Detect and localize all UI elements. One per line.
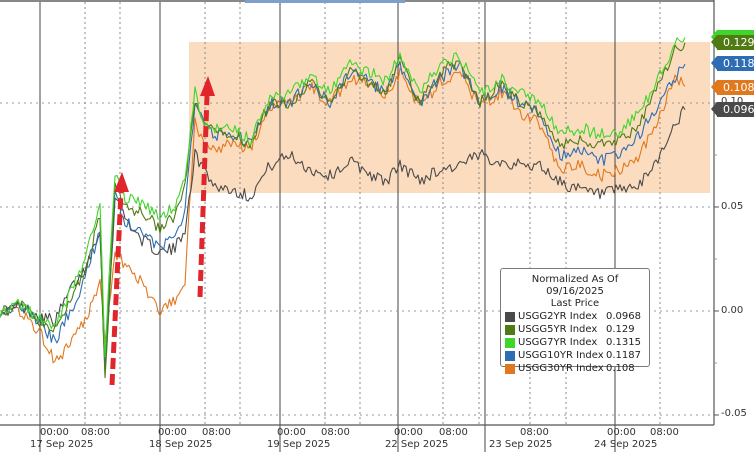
x-time-label: 08:00 (439, 427, 468, 438)
x-date-label: 17 Sep 2025 (30, 439, 94, 450)
y-tick-label: -0.05 (721, 408, 747, 419)
last-value-tag: 0.129 (711, 35, 754, 50)
legend-swatch (505, 350, 515, 361)
legend-row: USGG2YR Index 0.0968 (505, 310, 645, 323)
chart-legend: Normalized As Of 09/16/2025 Last Price U… (500, 268, 650, 374)
y-tick-label: 0.00 (721, 305, 744, 316)
x-time-label: 08:00 (81, 427, 110, 438)
legend-subtitle: Last Price (550, 298, 600, 309)
x-time-label: 08:00 (321, 427, 350, 438)
legend-swatch (505, 311, 515, 322)
x-time-label: 00:00 (40, 427, 69, 438)
arrow-annotations (109, 76, 215, 386)
x-time-label: 00:00 (394, 427, 423, 438)
last-value-tag: 0.1187 (711, 56, 754, 71)
x-time-label: 08:00 (520, 427, 549, 438)
x-date-label: 22 Sep 2025 (385, 439, 449, 450)
y-tick-label: 0.10 (721, 96, 743, 107)
legend-swatch (505, 324, 515, 335)
x-date-label: 23 Sep 2025 (489, 439, 553, 450)
x-time-label: 00:00 (158, 427, 187, 438)
legend-title: Normalized As Of 09/16/2025 (531, 274, 619, 297)
x-time-label: 08:00 (650, 427, 679, 438)
last-value-tag: 0.108 (711, 80, 754, 95)
x-date-label: 18 Sep 2025 (149, 439, 213, 450)
x-time-label: 00:00 (277, 427, 306, 438)
x-date-label: 19 Sep 2025 (267, 439, 331, 450)
legend-row: USGG7YR Index 0.1315 (505, 336, 645, 349)
last-value-tag: 0.0968 (711, 102, 754, 117)
y-tick-label: 0.05 (721, 201, 744, 212)
legend-swatch (505, 337, 515, 348)
x-time-label: 08:00 (202, 427, 231, 438)
legend-row: USGG5YR Index 0.129 (505, 323, 645, 336)
x-date-label: 24 Sep 2025 (594, 439, 658, 450)
series-lines (0, 37, 686, 379)
x-time-label: 00:00 (607, 427, 636, 438)
legend-row: USGG10YR Index 0.1187 (505, 349, 645, 362)
legend-swatch (505, 363, 515, 374)
legend-row: USGG30YR Index 0.108 (505, 362, 645, 375)
